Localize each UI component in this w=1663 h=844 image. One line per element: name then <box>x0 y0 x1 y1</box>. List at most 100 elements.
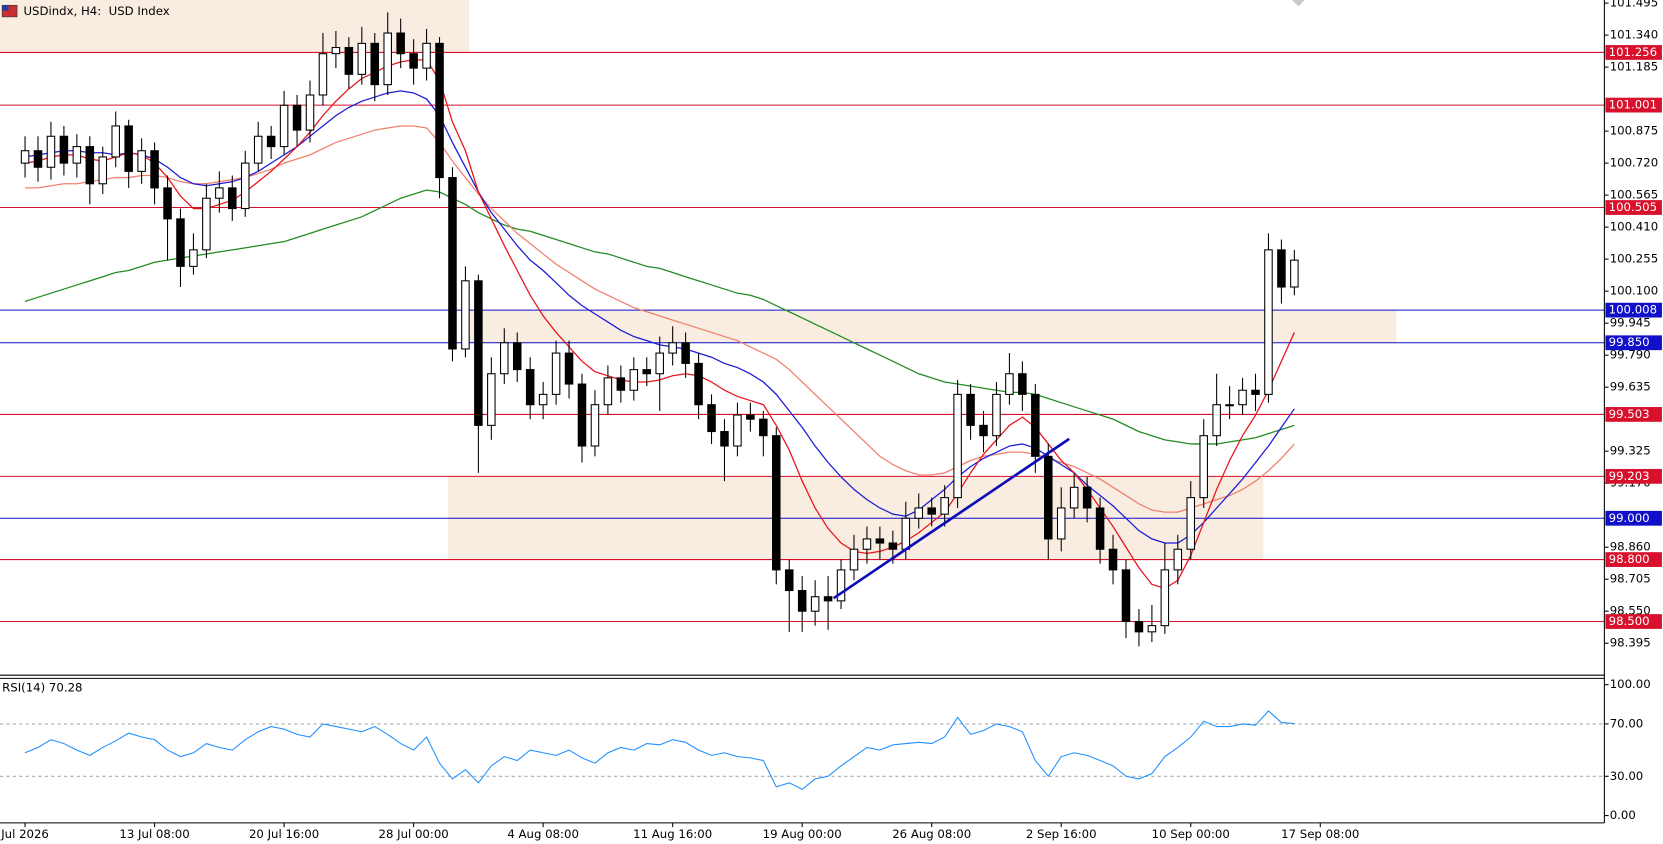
candle-body <box>1277 249 1286 288</box>
candle-body <box>137 150 146 172</box>
candle-body <box>474 280 483 426</box>
candle-body <box>1031 393 1040 457</box>
candle-body <box>875 538 885 544</box>
candle-body <box>746 414 755 420</box>
chart-title: USDindx, H4: USD Index <box>23 4 169 18</box>
candle-body <box>1264 249 1273 395</box>
x-tick-label: 10 Sep 00:00 <box>1152 827 1230 841</box>
candle-body <box>487 373 496 426</box>
candle-body <box>616 377 626 391</box>
rsi-y-tick-label: 70.00 <box>1610 716 1644 730</box>
candle-body <box>1251 389 1260 395</box>
y-tick-label: 100.565 <box>1610 188 1658 202</box>
candle-body <box>1212 404 1221 437</box>
x-tick-label: 20 Jul 16:00 <box>249 827 319 841</box>
candle-body <box>784 569 794 592</box>
level-label-box <box>1605 45 1662 60</box>
flag-icon <box>1 4 18 18</box>
candle-body <box>512 342 522 371</box>
level-label: 100.008 <box>1609 303 1657 317</box>
y-tick-label: 98.860 <box>1610 540 1651 554</box>
trend-line <box>832 437 1070 600</box>
candle-body <box>1173 548 1183 571</box>
candle-body <box>1290 259 1299 288</box>
candle-body <box>551 352 561 395</box>
candle-body <box>370 42 380 86</box>
candle-body <box>668 342 677 354</box>
y-tick-label: 98.705 <box>1610 572 1651 586</box>
candle-body <box>810 596 820 612</box>
candle-body <box>396 32 405 55</box>
candle-body <box>72 146 82 164</box>
moving-average-line <box>25 125 1295 513</box>
y-tick-label: 98.395 <box>1610 636 1651 650</box>
candle-body <box>849 548 859 571</box>
x-tick-label: 26 Aug 08:00 <box>892 827 971 841</box>
candle-body <box>1199 435 1208 499</box>
rsi-y-tick-label: 30.00 <box>1610 769 1644 783</box>
candle-body <box>1134 620 1144 633</box>
y-tick-label: 99.325 <box>1610 444 1651 458</box>
candle-body <box>655 352 664 375</box>
candle-body <box>46 135 56 168</box>
zone <box>469 310 1397 343</box>
candle-body <box>759 418 768 437</box>
symbol-icon <box>1 4 18 18</box>
candle-body <box>1056 507 1066 540</box>
rsi-label: RSI(14) 70.28 <box>2 680 82 694</box>
candle-body <box>448 177 457 350</box>
candle-body <box>538 393 548 406</box>
level-label-box <box>1605 614 1662 629</box>
candle-body <box>1069 486 1079 509</box>
rsi-y-tick-label: 100.00 <box>1610 677 1651 691</box>
candle-body <box>823 596 833 602</box>
y-tick-label: 101.340 <box>1610 28 1658 42</box>
candle-body <box>435 42 444 179</box>
level-label-box <box>1605 510 1662 526</box>
candle-body <box>733 414 742 447</box>
candle-body <box>966 393 975 426</box>
level-label-box <box>1605 97 1662 113</box>
candle-body <box>1018 373 1027 395</box>
candle-body <box>1108 548 1118 571</box>
candle-body <box>772 435 781 571</box>
y-tick-label: 100.100 <box>1610 284 1658 298</box>
moving-average-line <box>24 189 1295 445</box>
rsi-line <box>24 710 1295 790</box>
level-label-box <box>1605 552 1662 567</box>
candle-body <box>642 369 652 375</box>
candle-body <box>357 42 367 75</box>
level-label: 99.000 <box>1609 511 1650 525</box>
x-tick-label: 19 Aug 00:00 <box>763 827 842 841</box>
candle-body <box>124 125 133 172</box>
candle-body <box>1121 569 1131 623</box>
candle-body <box>189 249 198 267</box>
candle-body <box>629 369 639 391</box>
x-tick-label: 17 Sep 08:00 <box>1281 827 1359 841</box>
candle-body <box>98 156 108 185</box>
level-label: 101.256 <box>1609 45 1657 59</box>
candle-body <box>590 404 600 447</box>
candle-body <box>163 187 172 220</box>
candle-body <box>176 218 185 267</box>
candle-body <box>797 590 807 612</box>
candle-body <box>992 393 1001 437</box>
y-tick-label: 100.410 <box>1610 220 1658 234</box>
candle-body <box>292 104 302 131</box>
level-label: 100.505 <box>1609 200 1657 214</box>
candle-body <box>862 538 872 550</box>
candle-body <box>901 517 911 550</box>
candle-body <box>1147 625 1157 633</box>
marker-icon <box>1292 0 1305 7</box>
candle-body <box>59 135 69 164</box>
y-tick-label: 101.185 <box>1610 60 1658 74</box>
candle-body <box>953 393 962 499</box>
candle-body <box>720 431 729 447</box>
candle-body <box>1095 507 1105 550</box>
candle-body <box>279 104 289 148</box>
level-label: 99.503 <box>1609 407 1650 421</box>
level-label-box <box>1605 302 1662 318</box>
x-tick-label: 11 Aug 16:00 <box>633 827 712 841</box>
